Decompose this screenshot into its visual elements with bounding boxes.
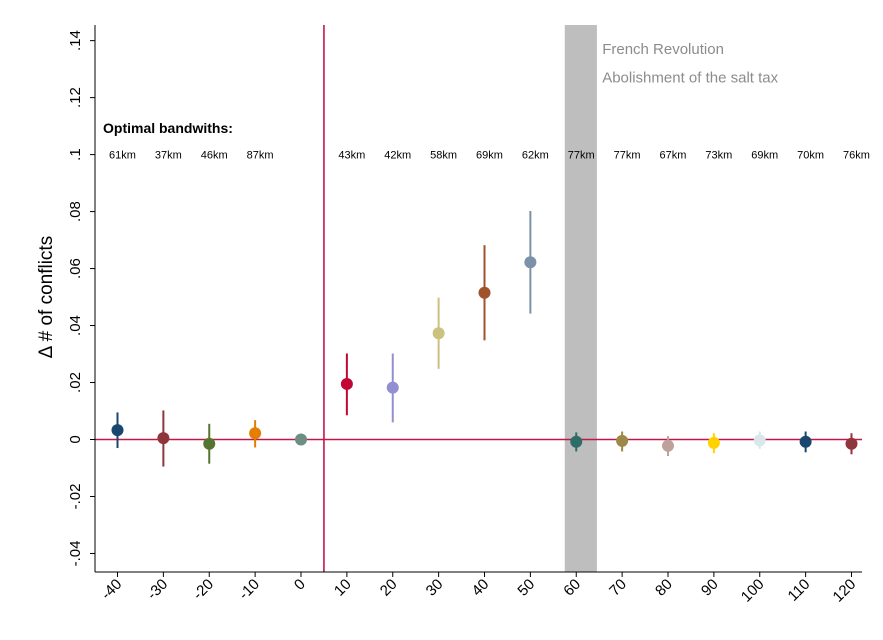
data-point <box>157 432 170 445</box>
bandwidth-label: 73km <box>705 150 732 162</box>
x-tick-label: 80 <box>652 576 676 600</box>
x-tick-label: 60 <box>560 576 584 600</box>
x-tick-label: 50 <box>514 576 538 600</box>
y-tick-label: .14 <box>67 30 84 51</box>
data-point <box>203 437 216 450</box>
x-tick-label: -10 <box>236 576 263 603</box>
data-point <box>340 377 353 390</box>
x-tick-label: 90 <box>698 576 722 600</box>
y-axis-title: Δ # of conflicts <box>36 236 57 359</box>
x-tick-label: 40 <box>469 576 493 600</box>
data-point <box>295 433 307 446</box>
bandwidth-label: 76km <box>843 150 870 162</box>
bandwidth-label: 77km <box>568 150 595 162</box>
data-point <box>386 381 399 394</box>
y-tick-label: .12 <box>67 87 84 108</box>
y-tick-label: .04 <box>67 315 84 336</box>
y-tick-label: -.04 <box>67 541 84 567</box>
bandwidth-label: 87km <box>247 150 274 162</box>
event-annotation: Abolishment of the salt tax <box>602 70 778 87</box>
bandwidth-label: 69km <box>476 150 503 162</box>
data-point <box>524 256 537 269</box>
x-tick-label: 120 <box>830 576 860 606</box>
y-tick-label: 0 <box>67 435 84 443</box>
data-point <box>707 436 720 449</box>
bandwidth-label: 37km <box>155 150 182 162</box>
data-point <box>616 434 629 447</box>
bandwidth-title: Optimal bandwiths: <box>103 120 233 136</box>
y-tick-label: .06 <box>67 258 84 279</box>
y-tick-label: .1 <box>67 148 84 161</box>
bandwidth-label: 70km <box>797 150 824 162</box>
x-tick-label: 70 <box>606 576 630 600</box>
bandwidth-label: 69km <box>751 150 778 162</box>
bandwidth-label: 61km <box>109 150 136 162</box>
x-tick-label: -40 <box>98 576 125 603</box>
data-point <box>478 286 491 299</box>
data-point <box>662 439 674 452</box>
data-point <box>845 437 858 450</box>
bandwidth-label: 46km <box>201 150 228 162</box>
event-band <box>564 25 597 572</box>
x-tick-label: 0 <box>291 576 309 594</box>
data-point <box>111 424 124 437</box>
bandwidth-label: 43km <box>338 150 365 162</box>
data-point <box>799 435 812 448</box>
bandwidth-label: 58km <box>430 150 457 162</box>
y-tick-label: .02 <box>67 372 84 393</box>
bandwidth-label: 42km <box>384 150 411 162</box>
x-tick-label: 20 <box>377 576 401 600</box>
data-point <box>249 427 262 440</box>
bandwidth-label: 67km <box>660 150 687 162</box>
y-tick-label: -.02 <box>67 484 84 510</box>
data-point <box>432 327 445 340</box>
data-point <box>570 435 583 448</box>
x-tick-label: 110 <box>785 576 814 605</box>
x-tick-label: -20 <box>190 576 217 603</box>
x-tick-label: 10 <box>331 576 355 600</box>
x-tick-label: 30 <box>423 576 447 600</box>
bandwidth-label: 62km <box>522 150 549 162</box>
x-tick-label: 100 <box>738 576 768 606</box>
x-tick-label: -30 <box>144 576 171 603</box>
y-tick-label: .08 <box>67 201 84 222</box>
event-annotation: French Revolution <box>602 41 724 58</box>
data-point <box>753 434 766 447</box>
bandwidth-label: 77km <box>614 150 641 162</box>
